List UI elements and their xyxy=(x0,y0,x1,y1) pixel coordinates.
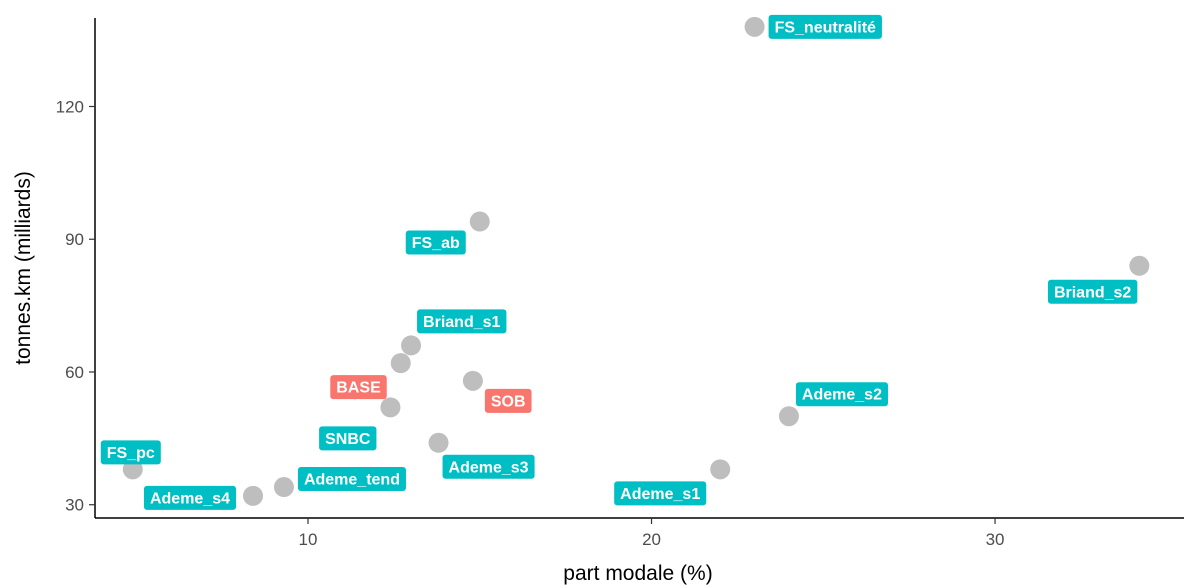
axes: 10 20 30 30 60 90 120 xyxy=(56,18,1184,549)
point-label-text: FS_neutralité xyxy=(775,19,876,36)
data-point xyxy=(380,397,401,418)
point-label-text: BASE xyxy=(336,380,381,397)
point-label-box xyxy=(297,467,406,492)
x-tick-label: 20 xyxy=(642,530,661,549)
point-label-text: Ademe_s4 xyxy=(150,490,230,507)
x-tick-label: 30 xyxy=(986,530,1005,549)
point-labels: FS_neutralité FS_ab Briand_s2 Briand_s1 BASE… xyxy=(100,14,1138,510)
point-label-text: FS_ab xyxy=(412,235,460,252)
data-point xyxy=(401,335,422,356)
point-label-text: Briand_s1 xyxy=(423,314,500,331)
y-axis-title: tonnes.km (milliards) xyxy=(12,171,35,365)
point-label-box xyxy=(417,309,507,334)
point-label: Briand_s2 xyxy=(1047,279,1138,304)
point-label-box xyxy=(484,388,532,413)
data-point xyxy=(462,370,483,391)
point-label-box xyxy=(442,454,535,479)
point-label-text: Briand_s2 xyxy=(1054,284,1131,301)
y-tick-label: 120 xyxy=(56,97,84,116)
point-label-text: Ademe_s3 xyxy=(449,459,529,476)
data-point xyxy=(1129,255,1150,276)
point-label-text: Ademe_s2 xyxy=(802,387,882,404)
point-label-box xyxy=(405,230,466,255)
point-label: Ademe_s1 xyxy=(614,481,707,506)
data-point xyxy=(273,477,294,498)
y-tick-label: 90 xyxy=(65,230,84,249)
point-label-text: SNBC xyxy=(325,431,371,448)
point-label: BASE xyxy=(330,375,387,400)
point-label-box xyxy=(1047,279,1138,304)
data-point xyxy=(744,16,765,37)
y-tick-label: 30 xyxy=(65,496,84,515)
point-label-box xyxy=(100,440,161,465)
point-label: Briand_s1 xyxy=(417,309,507,334)
point-label: SNBC xyxy=(319,426,377,451)
x-ticks: 10 20 30 xyxy=(299,518,1005,549)
point-label: Ademe_s2 xyxy=(795,382,888,407)
point-label-box xyxy=(614,481,707,506)
point-label: FS_ab xyxy=(405,230,466,255)
point-label-box xyxy=(330,375,387,400)
point-label: Ademe_s4 xyxy=(143,485,237,510)
point-label-text: FS_pc xyxy=(107,445,155,462)
x-tick-label: 10 xyxy=(299,530,318,549)
data-point xyxy=(469,211,490,232)
point-label-text: Ademe_tend xyxy=(304,472,400,489)
data-point xyxy=(710,459,731,480)
point-label-text: Ademe_s1 xyxy=(620,486,700,503)
point-label: FS_neutralité xyxy=(768,14,882,39)
data-point xyxy=(778,406,799,427)
y-tick-label: 60 xyxy=(65,363,84,382)
data-point xyxy=(243,485,264,506)
point-label-box xyxy=(319,426,377,451)
data-points xyxy=(122,16,1150,506)
point-label-box xyxy=(143,485,237,510)
point-label-box xyxy=(768,14,882,39)
point-label-text: SOB xyxy=(491,393,526,410)
point-label: SOB xyxy=(484,388,532,413)
point-label: Ademe_tend xyxy=(297,467,406,492)
point-label-box xyxy=(795,382,888,407)
x-axis-title: part modale (%) xyxy=(563,562,712,585)
data-point xyxy=(390,353,411,374)
point-label: Ademe_s3 xyxy=(442,454,535,479)
y-ticks: 30 60 90 120 xyxy=(56,97,95,515)
point-label: FS_pc xyxy=(100,440,161,465)
data-point xyxy=(428,432,449,453)
